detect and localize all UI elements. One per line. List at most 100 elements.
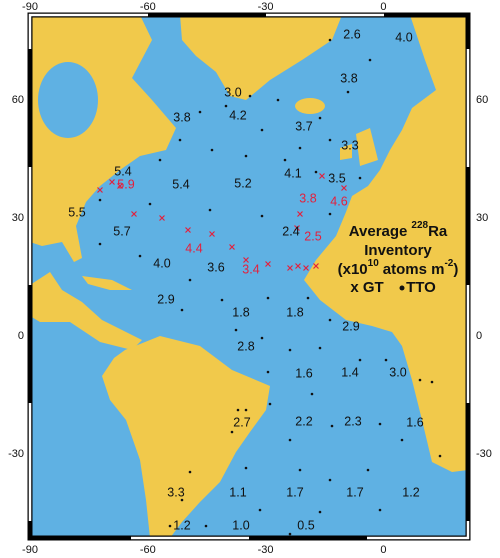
tto-station [283, 158, 287, 162]
tto-station [358, 358, 362, 362]
legend: Average 228Ra Inventory (x1010 atoms m-2) … [338, 220, 459, 296]
gt-station [243, 257, 249, 263]
inventory-label: 4.2 [229, 108, 246, 122]
lat-label-right: -30 [476, 448, 492, 460]
tto-station [328, 38, 332, 42]
gt-station [109, 179, 115, 185]
legend-units-part: (x10 [338, 261, 368, 278]
lat-label-right: 30 [476, 212, 488, 224]
lon-label-top: -30 [258, 1, 274, 13]
land [30, 15, 468, 538]
inventory-label: 4.6 [330, 194, 347, 208]
gt-station [97, 187, 103, 193]
hudson-bay [38, 62, 98, 138]
south-america [102, 336, 270, 538]
inventory-label: 1.4 [341, 365, 358, 379]
lon-label-bottom: -60 [140, 544, 156, 556]
central-america [30, 272, 142, 350]
inventory-label: 3.8 [299, 191, 316, 205]
inventory-label: 1.2 [402, 485, 419, 499]
legend-title-element: Ra [428, 223, 448, 240]
gt-station [117, 183, 123, 189]
gt-station [159, 215, 165, 221]
tto-station [204, 524, 208, 528]
tto-station [378, 508, 382, 512]
inventory-label: 3.8 [173, 110, 190, 124]
inventory-label: 3.6 [207, 260, 224, 274]
tto-station [288, 348, 292, 352]
tto-station [260, 336, 264, 340]
gt-station [341, 185, 347, 191]
tto-station [368, 58, 372, 62]
inventory-label: 1.0 [232, 518, 249, 532]
inventory-label: 3.4 [242, 262, 259, 276]
tto-station [236, 408, 240, 412]
legend-title-text: Average [349, 223, 408, 240]
tto-station [298, 146, 302, 150]
tto-station [358, 176, 362, 180]
legend-tto-marker [399, 285, 405, 291]
tto-station [210, 148, 214, 152]
tto-station [258, 508, 262, 512]
tto-station [138, 254, 142, 258]
tto-station [168, 524, 172, 528]
tto-station [266, 296, 270, 300]
legend-units-sup: 10 [368, 258, 380, 269]
tto-station [400, 438, 404, 442]
tto-station [224, 104, 228, 108]
caribbean [82, 276, 132, 290]
inventory-label: 1.6 [295, 366, 312, 380]
inventory-label: 0.5 [297, 518, 314, 532]
inventory-label: 5.4 [172, 177, 189, 191]
stations [97, 38, 442, 536]
greenland [180, 15, 342, 100]
ireland [340, 144, 352, 160]
tto-station [318, 116, 322, 120]
tto-station [328, 318, 332, 322]
legend-units-part: atoms m [383, 261, 445, 278]
tto-station [430, 380, 434, 384]
inventory-label: 1.8 [232, 305, 249, 319]
inventory-label: 2.8 [237, 339, 254, 353]
tto-station [248, 94, 252, 98]
inventory-label: 2.9 [342, 319, 359, 333]
tto-station [328, 478, 332, 482]
tto-station [260, 128, 264, 132]
lat-label-left: 30 [12, 212, 24, 224]
tto-station [220, 298, 224, 302]
lat-label-left: 0 [18, 330, 24, 342]
inventory-label: 5.2 [234, 176, 251, 190]
gt-station [287, 265, 293, 271]
tto-station [418, 378, 422, 382]
tto-station [148, 202, 152, 206]
gt-station [313, 263, 319, 269]
inventory-label: 1.8 [286, 305, 303, 319]
lon-label-bottom: 0 [380, 544, 386, 556]
tto-station [244, 466, 248, 470]
gt-station [131, 211, 137, 217]
tto-station [230, 430, 234, 434]
frame-stripes [28, 13, 470, 540]
inventory-label: 3.5 [328, 171, 345, 185]
inventory-label: 4.1 [284, 166, 301, 180]
gt-station [229, 244, 235, 250]
legend-units: (x1010 atoms m-2) [338, 258, 459, 278]
graticule-labels: -90 -90 -60 -60 -30 -30 0 0 60 60 30 30 0 0 -30 -30 [8, 1, 492, 556]
gt-station [265, 261, 271, 267]
inventory-label: 5.5 [68, 205, 85, 219]
tto-station [310, 392, 314, 396]
inventory-label: 3.3 [167, 485, 184, 499]
inventory-label: 2.2 [295, 414, 312, 428]
inventory-label: 4.0 [395, 30, 412, 44]
tto-station [180, 498, 184, 502]
inventory-label: 2.5 [304, 229, 321, 243]
inventory-label: 1.1 [229, 485, 246, 499]
inventory-labels: 2.6 4.03.83.03.8 4.23.73.35.45.9 5.4 5.24.1 3… [68, 27, 423, 532]
inventory-label: 2.9 [157, 292, 174, 306]
lat-label-right: 60 [476, 94, 488, 106]
tto-station [180, 308, 184, 312]
tto-station [260, 214, 264, 218]
inventory-label: 2.6 [343, 27, 360, 41]
tto-station [98, 198, 102, 202]
